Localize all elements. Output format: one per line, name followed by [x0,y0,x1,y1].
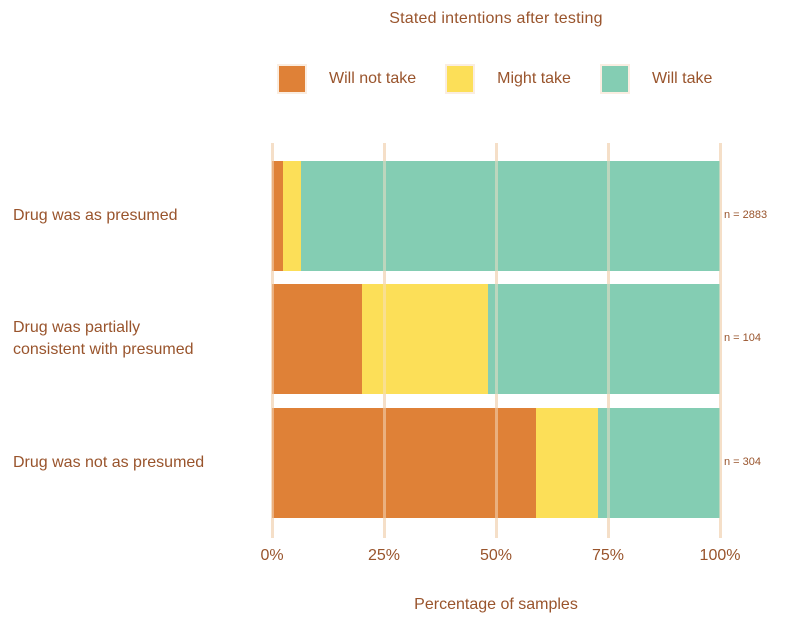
bar-2-segment-might-take [362,284,489,394]
x-tick-label-50: 50% [479,547,513,564]
bar-row-3 [272,408,720,518]
category-label-line: Drug was as presumed [13,207,178,224]
legend-item-will-take: Will take [599,64,713,94]
bar-3-segment-will-take [597,408,720,518]
category-label-2: Drug was partially consistent with presum… [13,317,194,361]
gridline-0pct [270,143,274,538]
bar-1-segment-will-take [300,161,720,271]
legend-label: Might take [497,70,571,87]
x-tick-label-25: 25% [367,547,401,564]
gridline-50pct [494,143,498,538]
bar-1-segment-might-take [283,161,301,271]
legend-item-might-take: Might take [445,64,571,94]
bar-row-1 [272,161,720,271]
legend-item-will-not-take: Will not take [277,64,417,94]
legend-label: Will not take [329,70,417,87]
gridline-100pct [718,143,722,538]
bar-3-segment-will-not-take [272,408,536,518]
bar-2-segment-will-take [488,284,720,394]
x-tick-label-75: 75% [591,547,625,564]
category-label-line: Drug was not as presumed [13,454,205,471]
chart-title: Stated intentions after testing [389,10,603,27]
legend-swatch-will-take [599,64,630,94]
category-label-1: Drug was as presumed [13,205,178,227]
legend-swatch-might-take [445,64,476,94]
legend-label: Will take [651,70,713,87]
x-axis-title: Percentage of samples [414,596,578,613]
gridline-75pct [606,143,610,538]
category-label-line: consistent with presumed [13,341,194,358]
category-label-3: Drug was not as presumed [13,452,204,474]
legend-swatch-will-not-take [277,64,307,94]
x-tick-label-100: 100% [699,547,741,564]
bar-3-segment-might-take [535,408,598,518]
bar-2-segment-will-not-take [272,284,363,394]
sample-size-label-2: n = 104 [724,332,762,344]
chart-legend: Will not take Might take Will take [277,64,713,94]
bar-1-segment-will-not-take [272,161,284,271]
sample-size-label-1: n = 2883 [724,209,768,221]
sample-size-label-3: n = 304 [724,456,762,468]
x-tick-label-0: 0% [260,547,284,564]
category-label-line: Drug was partially [13,319,141,336]
gridline-25pct [382,143,386,538]
